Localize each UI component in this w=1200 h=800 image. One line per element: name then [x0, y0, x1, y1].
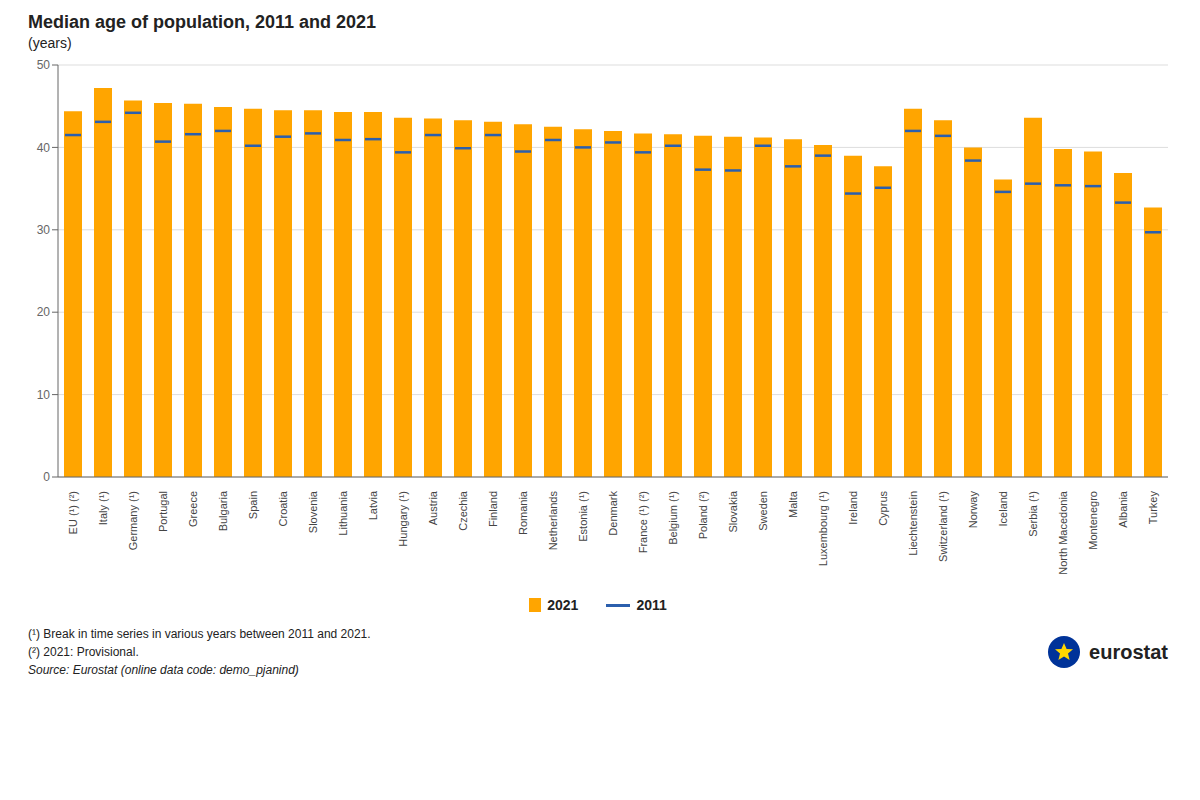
svg-text:10: 10 [37, 388, 51, 402]
svg-text:Serbia (¹): Serbia (¹) [1027, 491, 1039, 537]
svg-text:Liechtenstein: Liechtenstein [907, 491, 919, 556]
svg-text:North Macedonia: North Macedonia [1057, 490, 1069, 575]
svg-text:Poland (²): Poland (²) [697, 491, 709, 539]
svg-text:Sweden: Sweden [757, 491, 769, 531]
svg-text:Italy (¹): Italy (¹) [97, 491, 109, 525]
svg-text:Spain: Spain [247, 491, 259, 519]
svg-text:Luxembourg (¹): Luxembourg (¹) [817, 491, 829, 566]
svg-text:Slovakia: Slovakia [727, 490, 739, 532]
html-text:Source: Eurostat (online data: Source: Eurostat (online data code: demo… [28, 663, 299, 677]
svg-text:Netherlands: Netherlands [547, 491, 559, 551]
svg-text:Norway: Norway [967, 491, 979, 529]
svg-text:EU (¹) (²): EU (¹) (²) [67, 491, 79, 534]
svg-text:20: 20 [37, 305, 51, 319]
svg-text:Czechia: Czechia [457, 490, 469, 531]
svg-text:Iceland: Iceland [997, 491, 1009, 526]
svg-text:Lithuania: Lithuania [337, 490, 349, 536]
svg-text:Denmark: Denmark [607, 491, 619, 536]
svg-text:Albania: Albania [1117, 490, 1129, 528]
svg-text:Estonia (¹): Estonia (¹) [577, 491, 589, 542]
html-text:2021: 2021 [547, 597, 579, 613]
svg-text:Austria: Austria [427, 490, 439, 525]
svg-text:0: 0 [43, 470, 50, 484]
svg-text:Montenegro: Montenegro [1087, 491, 1099, 550]
svg-text:Malta: Malta [787, 490, 799, 518]
svg-text:Switzerland (¹): Switzerland (¹) [937, 491, 949, 562]
html-text:(¹) Break in time series in va: (¹) Break in time series in various year… [28, 627, 371, 641]
svg-text:Slovenia: Slovenia [307, 490, 319, 533]
svg-text:Cyprus: Cyprus [877, 491, 889, 526]
html-text:2011: 2011 [636, 597, 667, 613]
svg-text:France (¹) (²): France (¹) (²) [637, 491, 649, 553]
svg-text:Hungary (¹): Hungary (¹) [397, 491, 409, 547]
html-text:(²) 2021: Provisional.: (²) 2021: Provisional. [28, 645, 139, 659]
svg-text:40: 40 [37, 141, 51, 155]
html-text:eurostat: eurostat [1089, 640, 1168, 663]
html-text:Median age of population, 2011: Median age of population, 2011 and 2021 [28, 12, 377, 32]
svg-text:Belgium (¹): Belgium (¹) [667, 491, 679, 545]
svg-text:Finland: Finland [487, 491, 499, 527]
svg-text:30: 30 [37, 223, 51, 237]
html-text:(years): (years) [28, 35, 72, 51]
svg-text:Greece: Greece [187, 491, 199, 527]
svg-text:Bulgaria: Bulgaria [217, 490, 229, 531]
svg-text:Portugal: Portugal [157, 491, 169, 532]
svg-text:Latvia: Latvia [367, 490, 379, 520]
svg-text:Ireland: Ireland [847, 491, 859, 525]
svg-text:50: 50 [37, 58, 51, 72]
svg-text:Romania: Romania [517, 490, 529, 535]
svg-text:Croatia: Croatia [277, 490, 289, 526]
svg-text:Germany (¹): Germany (¹) [127, 491, 139, 550]
svg-text:Turkey: Turkey [1147, 491, 1159, 525]
